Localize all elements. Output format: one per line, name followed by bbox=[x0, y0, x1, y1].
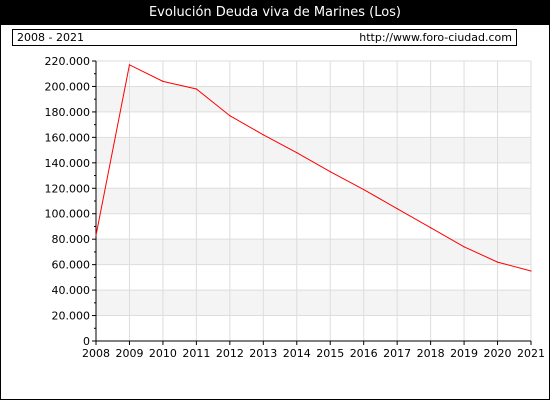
data-point bbox=[195, 88, 197, 90]
y-tick-label: 160.000 bbox=[45, 131, 91, 144]
y-tick-label: 220.000 bbox=[45, 55, 91, 68]
x-tick-label: 2018 bbox=[417, 347, 445, 360]
y-tick-label: 80.000 bbox=[52, 233, 91, 246]
grid-band bbox=[96, 239, 531, 265]
x-tick-label: 2010 bbox=[149, 347, 177, 360]
y-tick-label: 200.000 bbox=[45, 80, 91, 93]
data-point bbox=[496, 261, 499, 263]
chart-title: Evolución Deuda viva de Marines (Los) bbox=[1, 1, 549, 25]
y-tick-label: 60.000 bbox=[52, 259, 91, 272]
grid-band bbox=[96, 188, 531, 214]
x-tick-label: 2008 bbox=[82, 347, 110, 360]
data-point bbox=[162, 80, 164, 82]
data-point bbox=[229, 115, 231, 117]
x-tick-label: 2016 bbox=[350, 347, 378, 360]
x-tick-label: 2020 bbox=[484, 347, 512, 360]
data-point bbox=[363, 188, 365, 191]
period-label: 2008 - 2021 bbox=[17, 31, 84, 44]
y-tick-label: 100.000 bbox=[45, 208, 91, 221]
info-bar: 2008 - 2021 http://www.foro-ciudad.com bbox=[12, 29, 517, 46]
x-tick-label: 2009 bbox=[115, 347, 143, 360]
data-point bbox=[95, 234, 97, 236]
x-tick-label: 2013 bbox=[249, 347, 277, 360]
source-url: http://www.foro-ciudad.com bbox=[359, 31, 512, 44]
data-point bbox=[296, 152, 298, 154]
x-tick-label: 2019 bbox=[450, 347, 478, 360]
series-line bbox=[95, 64, 532, 272]
data-point bbox=[262, 134, 264, 136]
x-tick-label: 2015 bbox=[316, 347, 344, 360]
data-point bbox=[396, 208, 398, 210]
y-tick-label: 120.000 bbox=[45, 182, 91, 195]
y-tick-label: 0 bbox=[83, 335, 90, 348]
data-point bbox=[128, 64, 131, 66]
y-tick-label: 180.000 bbox=[45, 106, 91, 119]
data-point bbox=[463, 246, 465, 248]
x-tick-label: 2011 bbox=[182, 347, 210, 360]
x-tick-label: 2012 bbox=[216, 347, 244, 360]
x-tick-label: 2021 bbox=[517, 347, 545, 360]
grid-band bbox=[96, 86, 531, 112]
data-point bbox=[430, 227, 432, 229]
data-point bbox=[530, 270, 532, 272]
grid-band bbox=[96, 290, 531, 316]
x-tick-label: 2017 bbox=[383, 347, 411, 360]
y-tick-label: 20.000 bbox=[52, 310, 91, 323]
grid-band bbox=[96, 137, 531, 163]
x-tick-label: 2014 bbox=[283, 347, 311, 360]
y-tick-label: 140.000 bbox=[45, 157, 91, 170]
y-tick-label: 40.000 bbox=[52, 284, 91, 297]
data-point bbox=[329, 171, 331, 173]
